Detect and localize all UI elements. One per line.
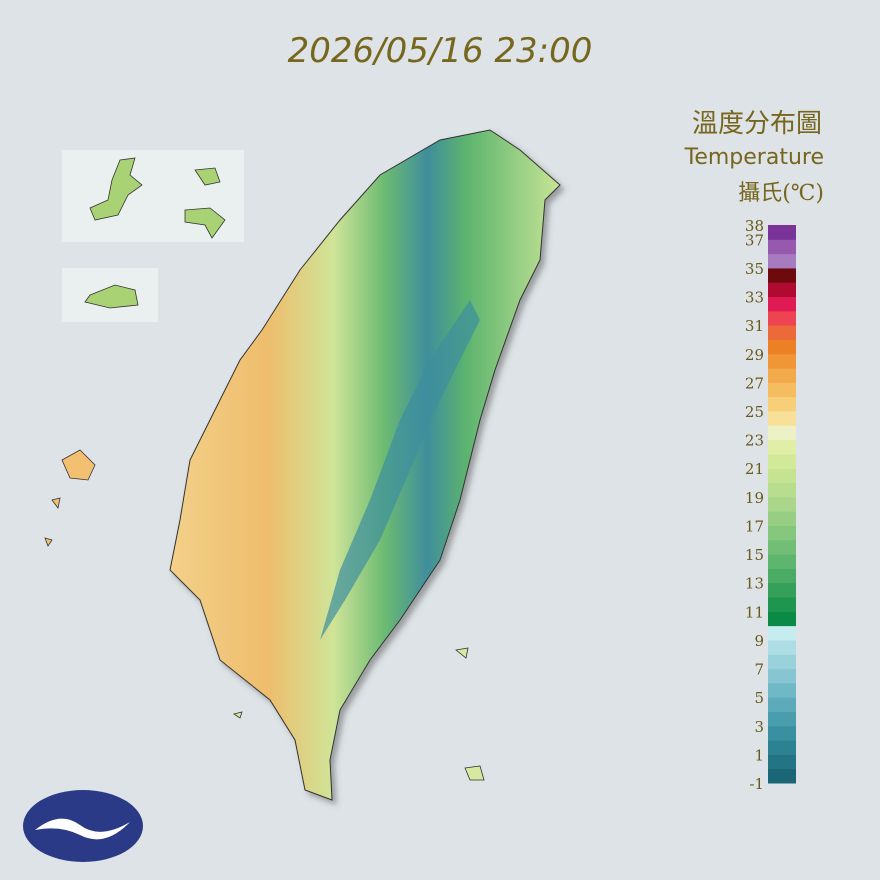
colorbar-bin (768, 253, 796, 269)
colorbar-bin (768, 439, 796, 455)
cwa-logo-wave (35, 818, 130, 840)
colorbar-tick-label: 13 (745, 575, 764, 593)
colorbar-bin (768, 725, 796, 741)
colorbar-tick-label: 37 (745, 231, 764, 249)
island (184, 167, 226, 239)
colorbar-bin (768, 668, 796, 684)
colorbar-tick-label: 35 (745, 260, 764, 278)
colorbar-bin (768, 625, 796, 641)
colorbar-bin (768, 296, 796, 312)
colorbar-bin (768, 611, 796, 627)
colorbar-tick-label: 7 (754, 661, 764, 679)
colorbar-tick-label: 5 (754, 689, 764, 707)
island (84, 284, 139, 309)
colorbar-tick-label: 27 (745, 374, 764, 392)
island (233, 647, 485, 781)
colorbar-tick-label: -1 (749, 775, 764, 793)
colorbar-bin (768, 711, 796, 727)
colorbar-bin (768, 597, 796, 612)
colorbar-bin (768, 225, 796, 240)
island (44, 449, 96, 547)
colorbar-bin (768, 368, 796, 383)
colorbar-bin (768, 525, 796, 541)
map-title: 2026/05/16 23:00 (288, 31, 593, 71)
colorbar-bin (768, 468, 796, 484)
colorbar-tick-label: 23 (745, 432, 764, 450)
island (89, 157, 143, 221)
colorbar-tick-label: 31 (745, 317, 764, 335)
colorbar-tick-label: 3 (754, 718, 764, 736)
colorbar-tick-label: 38 (745, 217, 764, 235)
colorbar-bin (768, 396, 796, 412)
colorbar-bin (768, 425, 796, 441)
colorbar-tick-label: 1 (754, 746, 764, 764)
colorbar-bin (768, 496, 796, 512)
colorbar-bin (768, 682, 796, 698)
colorbar-tick-label: 15 (745, 546, 764, 564)
colorbar-bin (768, 768, 796, 784)
legend-unit: 攝氏(℃) (738, 181, 824, 206)
colorbar-bin (768, 239, 796, 255)
colorbar-tick-label: 17 (745, 517, 764, 535)
colorbar-bin (768, 568, 796, 584)
colorbar-bin (768, 539, 796, 555)
colorbar-tick-label: 21 (745, 460, 764, 478)
colorbar-tick-label: 29 (745, 346, 764, 364)
colorbar-bin (768, 453, 796, 469)
colorbar-bin (768, 339, 796, 355)
legend-title: 溫度分布圖 (692, 109, 822, 139)
colorbar-bin (768, 554, 796, 569)
colorbar-bin (768, 654, 796, 670)
colorbar-bin (768, 325, 796, 340)
mountain-range (320, 300, 480, 640)
colorbar-tick-label: 19 (745, 489, 764, 507)
colorbar-bin (768, 697, 796, 712)
colorbar-bin (768, 382, 796, 398)
colorbar-tick-label: 33 (745, 289, 764, 307)
legend-subtitle: Temperature (684, 145, 824, 170)
colorbar-bin (768, 754, 796, 770)
colorbar-bin (768, 740, 796, 755)
colorbar-bin (768, 310, 796, 326)
colorbar-bin (768, 282, 796, 298)
colorbar-bin (768, 511, 796, 526)
colorbar-bin (768, 267, 796, 283)
colorbar-bin (768, 353, 796, 369)
colorbar-bin (768, 582, 796, 598)
colorbar-tick-label: 9 (754, 632, 764, 650)
colorbar-bin (768, 482, 796, 498)
colorbar-bin (768, 411, 796, 426)
colorbar-tick-label: 11 (745, 603, 764, 621)
taiwan-main-island (169, 129, 561, 801)
cwa-logo (23, 790, 143, 862)
colorbar-bin (768, 639, 796, 655)
colorbar-tick-label: 25 (745, 403, 764, 421)
